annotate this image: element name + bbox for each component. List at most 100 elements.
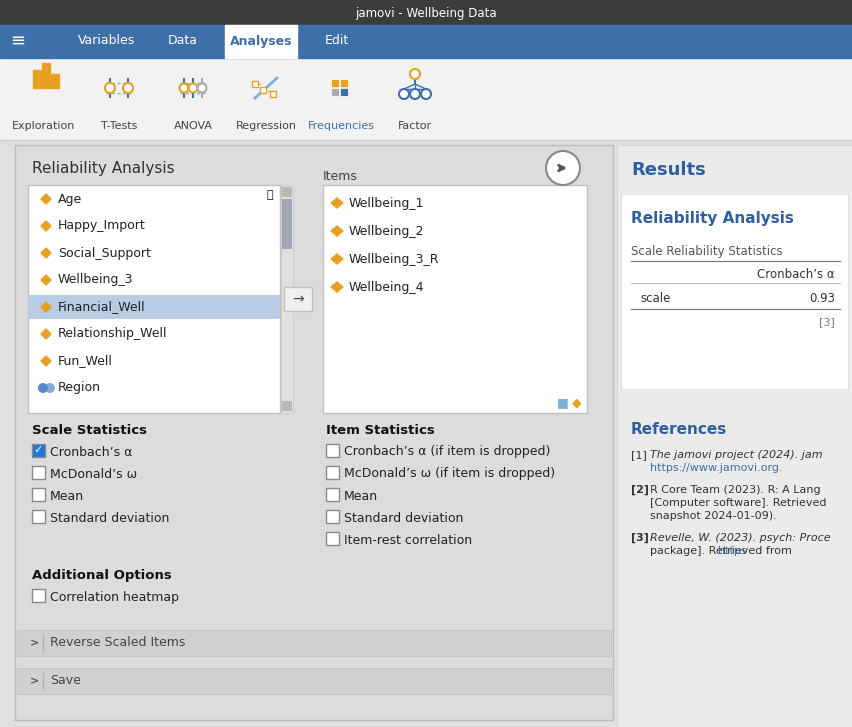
Bar <box>32 488 45 501</box>
Text: Correlation heatmap: Correlation heatmap <box>50 590 179 603</box>
Text: Analyses: Analyses <box>230 34 292 47</box>
Text: Scale Statistics: Scale Statistics <box>32 424 147 436</box>
Text: Data: Data <box>168 34 198 47</box>
Text: The jamovi project (2024). jam: The jamovi project (2024). jam <box>650 450 823 460</box>
Text: scale: scale <box>640 292 671 305</box>
Bar <box>326 466 339 479</box>
Text: McDonald’s ω: McDonald’s ω <box>50 467 137 481</box>
Text: Regression: Regression <box>235 121 296 131</box>
Text: package]. Retrieved from: package]. Retrieved from <box>650 546 796 556</box>
Text: [1]: [1] <box>631 450 647 460</box>
Bar <box>0 58 852 140</box>
Text: Happy_Import: Happy_Import <box>58 220 146 233</box>
Polygon shape <box>41 356 51 366</box>
Text: snapshot 2024-01-09).: snapshot 2024-01-09). <box>650 511 777 521</box>
Bar <box>0 25 852 58</box>
Polygon shape <box>331 282 343 292</box>
Text: ≡: ≡ <box>10 32 26 50</box>
Text: Reliability Analysis: Reliability Analysis <box>631 211 794 225</box>
Text: Mean: Mean <box>344 489 378 502</box>
Text: Factor: Factor <box>398 121 432 131</box>
Text: McDonald’s ω (if item is dropped): McDonald’s ω (if item is dropped) <box>344 467 556 481</box>
Circle shape <box>38 383 48 393</box>
Bar <box>282 199 292 249</box>
Circle shape <box>105 83 115 93</box>
Bar <box>51 74 59 88</box>
Bar <box>340 88 348 96</box>
Bar <box>282 401 292 411</box>
Text: [3]: [3] <box>819 317 835 327</box>
Text: ◆: ◆ <box>573 396 582 409</box>
Bar <box>32 466 45 479</box>
Text: Social_Support: Social_Support <box>58 246 151 260</box>
Bar <box>331 79 339 87</box>
Text: Region: Region <box>58 382 101 395</box>
Text: ✓: ✓ <box>34 446 43 456</box>
Bar <box>32 589 45 602</box>
Polygon shape <box>41 248 51 258</box>
Polygon shape <box>331 198 343 208</box>
Text: Mean: Mean <box>50 489 84 502</box>
Text: Cronbach’s α (if item is dropped): Cronbach’s α (if item is dropped) <box>344 446 550 459</box>
Bar <box>617 145 852 727</box>
Circle shape <box>410 89 420 99</box>
Text: Exploration: Exploration <box>12 121 76 131</box>
Text: Reverse Scaled Items: Reverse Scaled Items <box>50 637 186 649</box>
Text: Variables: Variables <box>78 34 135 47</box>
Bar <box>270 91 276 97</box>
Text: Wellbeing_4: Wellbeing_4 <box>349 281 424 294</box>
Text: Wellbeing_1: Wellbeing_1 <box>349 196 424 209</box>
Text: Wellbeing_3_R: Wellbeing_3_R <box>349 252 440 265</box>
Text: 0.93: 0.93 <box>809 292 835 305</box>
Text: Age: Age <box>58 193 83 206</box>
Text: Results: Results <box>631 161 705 179</box>
Text: jamovi - Wellbeing Data: jamovi - Wellbeing Data <box>355 7 497 20</box>
Text: Cronbach’s α: Cronbach’s α <box>757 268 835 281</box>
Circle shape <box>399 89 409 99</box>
Bar <box>28 295 280 319</box>
Text: Cronbach’s α: Cronbach’s α <box>50 446 132 459</box>
Text: Revelle, W. (2023). psych: Proce: Revelle, W. (2023). psych: Proce <box>650 533 831 543</box>
Text: Standard deviation: Standard deviation <box>344 512 463 524</box>
Text: Edit: Edit <box>325 34 349 47</box>
Polygon shape <box>41 329 51 339</box>
Text: Frequencies: Frequencies <box>308 121 375 131</box>
Text: https: https <box>718 546 746 556</box>
Polygon shape <box>41 221 51 231</box>
Text: Relationship_Well: Relationship_Well <box>58 327 168 340</box>
Circle shape <box>45 383 55 393</box>
Polygon shape <box>331 254 343 264</box>
Text: ANOVA: ANOVA <box>174 121 212 131</box>
Bar <box>281 185 293 413</box>
Bar <box>323 185 587 413</box>
Circle shape <box>180 84 188 92</box>
Bar <box>28 185 280 413</box>
Polygon shape <box>331 226 343 236</box>
Polygon shape <box>41 275 51 285</box>
Text: [2]: [2] <box>631 485 649 495</box>
Circle shape <box>410 69 420 79</box>
Text: >: > <box>30 676 39 686</box>
Polygon shape <box>41 302 51 312</box>
Text: R Core Team (2023). R: A Lang: R Core Team (2023). R: A Lang <box>650 485 820 495</box>
Text: 🔍: 🔍 <box>267 190 273 200</box>
Text: [Computer software]. Retrieved: [Computer software]. Retrieved <box>650 498 826 508</box>
Text: Save: Save <box>50 675 81 688</box>
Bar <box>42 63 50 88</box>
Bar <box>621 194 848 389</box>
Bar <box>326 532 339 545</box>
Circle shape <box>188 84 198 92</box>
Bar <box>0 0 852 25</box>
Text: Items: Items <box>323 171 358 183</box>
Text: Reliability Analysis: Reliability Analysis <box>32 161 175 175</box>
Circle shape <box>546 151 580 185</box>
Circle shape <box>123 83 133 93</box>
Bar <box>326 510 339 523</box>
Bar <box>225 25 297 58</box>
Text: Standard deviation: Standard deviation <box>50 512 170 524</box>
Text: Wellbeing_2: Wellbeing_2 <box>349 225 424 238</box>
Text: https://www.jamovi.org.: https://www.jamovi.org. <box>650 463 783 473</box>
Bar <box>282 187 292 197</box>
Text: ■: ■ <box>557 396 569 409</box>
Bar <box>32 510 45 523</box>
